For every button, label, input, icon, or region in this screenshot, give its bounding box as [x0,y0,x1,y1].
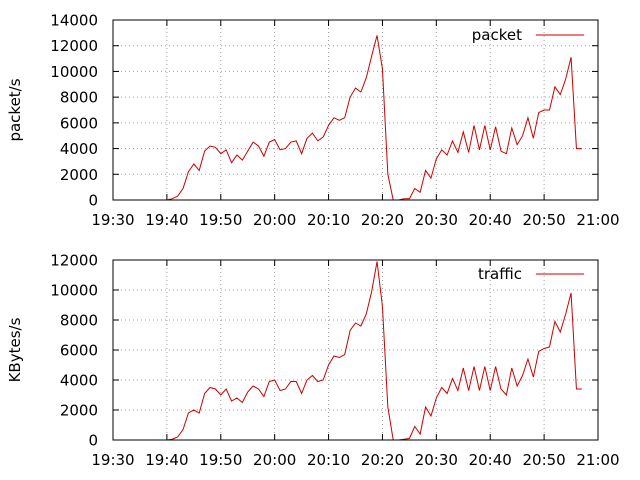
traffic-chart-y-axis-label: KBytes/s [6,317,24,382]
traffic-x-tick-label: 20:20 [361,451,404,469]
packet-series-line [166,35,582,201]
traffic-y-tick-label: 12000 [50,252,98,270]
traffic-y-tick-label: 4000 [60,372,98,390]
packet-x-tick-label: 20:00 [253,211,296,229]
traffic-x-tick-label: 19:50 [199,451,242,469]
traffic-x-tick-label: 19:40 [145,451,188,469]
packet-chart-grid [113,20,598,200]
packet-chart-series [166,35,582,201]
traffic-chart-legend: traffic [478,265,584,283]
traffic-chart-grid [113,260,598,440]
packet-x-tick-label: 20:40 [469,211,512,229]
packet-x-tick-label: 19:50 [199,211,242,229]
traffic-chart-frame [112,259,599,441]
traffic-y-tick-label: 8000 [60,312,98,330]
packet-chart: 0 2000 4000 6000 8000 10000 12000 14000 19:30 19:… [6,12,620,230]
packet-x-tick-label: 21:00 [576,211,619,229]
traffic-chart-ticks: 0 2000 4000 6000 8000 10000 12000 19:30 19:40 19:… [50,252,619,470]
traffic-x-tick-label: 20:00 [253,451,296,469]
packet-y-tick-label: 8000 [60,89,98,107]
packet-y-tick-label: 0 [88,192,98,210]
packet-chart-frame [112,19,599,201]
packet-x-tick-label: 19:40 [145,211,188,229]
traffic-x-tick-label: 19:30 [91,451,134,469]
traffic-series-line [166,261,582,441]
packet-y-tick-label: 6000 [60,114,98,132]
traffic-chart-series [166,261,582,441]
packet-y-tick-label: 10000 [50,63,98,81]
traffic-x-tick-label: 20:30 [415,451,458,469]
traffic-legend-label: traffic [478,265,522,283]
packet-chart-y-axis-label: packet/s [6,78,24,141]
traffic-y-tick-label: 10000 [50,282,98,300]
packet-legend-label: packet [472,26,522,44]
packet-x-tick-label: 20:10 [307,211,350,229]
traffic-x-tick-label: 21:00 [576,451,619,469]
packet-x-tick-label: 20:50 [522,211,565,229]
packet-y-tick-label: 2000 [60,166,98,184]
packet-x-tick-label: 20:20 [361,211,404,229]
traffic-x-tick-label: 20:50 [522,451,565,469]
packet-chart-ticks: 0 2000 4000 6000 8000 10000 12000 14000 19:30 19:… [50,12,619,230]
packet-y-tick-label: 14000 [50,12,98,30]
packet-x-tick-label: 19:30 [91,211,134,229]
traffic-x-tick-label: 20:10 [307,451,350,469]
packet-y-tick-label: 12000 [50,37,98,55]
packet-x-tick-label: 20:30 [415,211,458,229]
traffic-chart: 0 2000 4000 6000 8000 10000 12000 19:30 19:40 19:… [6,252,620,470]
traffic-y-tick-label: 0 [88,432,98,450]
traffic-y-tick-label: 2000 [60,402,98,420]
traffic-y-tick-label: 6000 [60,342,98,360]
packet-chart-legend: packet [472,26,584,44]
traffic-x-tick-label: 20:40 [469,451,512,469]
packet-y-tick-label: 4000 [60,140,98,158]
